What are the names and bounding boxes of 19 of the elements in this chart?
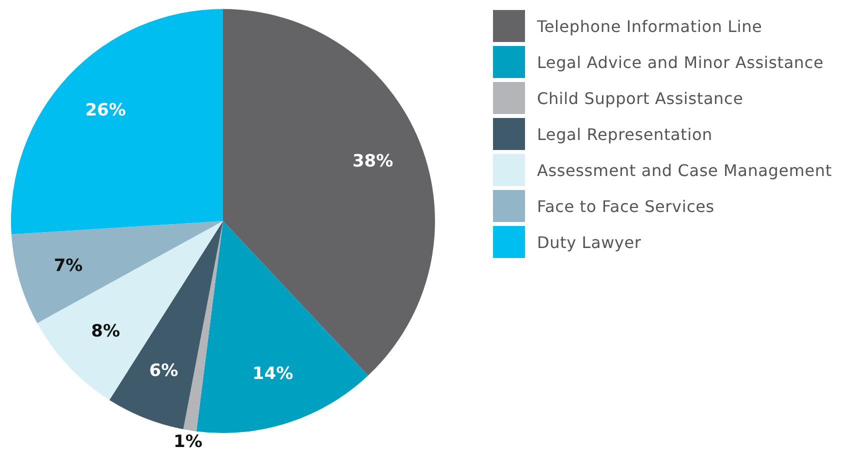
- legend-label: Telephone Information Line: [537, 16, 762, 36]
- legend-label: Duty Lawyer: [537, 232, 642, 252]
- data-label: 38%: [352, 152, 394, 172]
- data-label: 8%: [91, 321, 120, 342]
- pie-slice: [183, 221, 223, 432]
- pie-slice: [196, 221, 368, 433]
- legend-label: Face to Face Services: [537, 196, 714, 216]
- legend-label: Legal Representation: [537, 124, 712, 144]
- legend-label: Assessment and Case Management: [537, 160, 832, 180]
- data-label: 1%: [174, 432, 202, 452]
- data-label: 7%: [54, 256, 83, 276]
- data-label: 14%: [252, 364, 294, 384]
- pie-slice: [11, 221, 223, 324]
- legend-label: Legal Advice and Minor Assistance: [537, 52, 824, 72]
- pie-slice: [37, 221, 223, 400]
- legend-label: Child Support Assistance: [537, 88, 744, 108]
- data-label: 6%: [149, 360, 178, 381]
- data-label: 26%: [85, 100, 126, 121]
- pie-slice: [11, 9, 223, 234]
